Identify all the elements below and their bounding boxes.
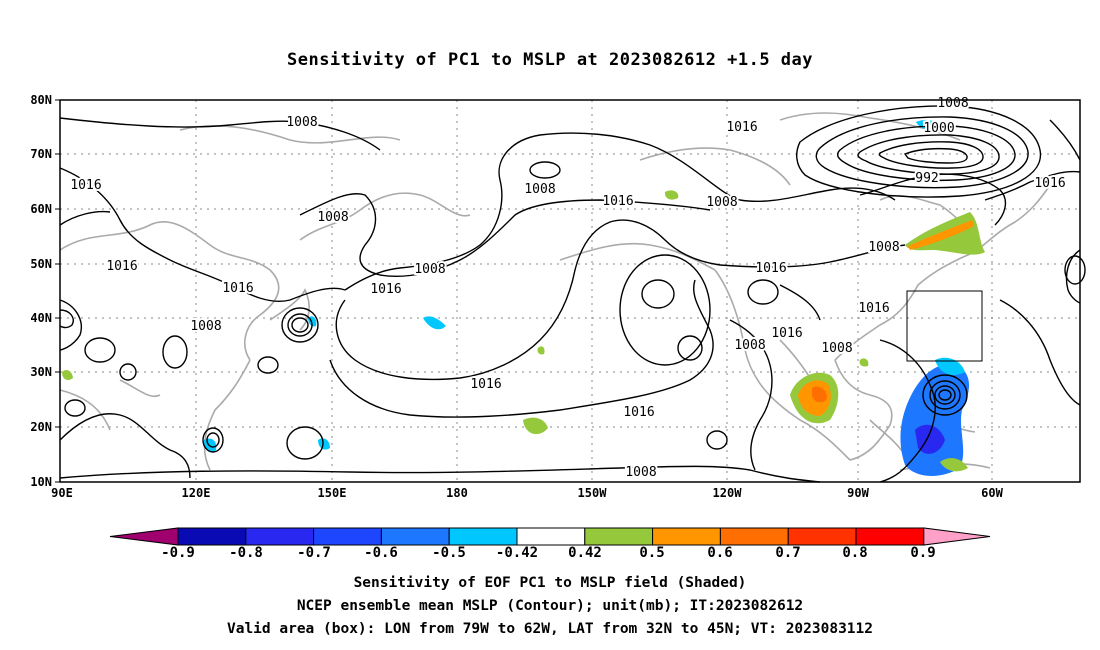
colorbar-label: -0.5 — [432, 545, 466, 561]
lon-label: 120E — [182, 486, 211, 500]
contour-label: 1008 — [734, 338, 765, 353]
contour-label: 1016 — [106, 259, 137, 274]
caption-line-2: NCEP ensemble mean MSLP (Contour); unit(… — [296, 598, 804, 614]
contour-label-gulf: 1016 — [771, 326, 802, 341]
caption-line-1: Sensitivity of EOF PC1 to MSLP field (Sh… — [353, 575, 747, 591]
map-frame — [59, 99, 1081, 483]
lon-labels: 90E 120E 150E 180 150W 120W 90W 60W — [51, 486, 1003, 500]
contour-label: 1008 — [414, 262, 445, 277]
colorbar-label: 0.8 — [842, 545, 867, 561]
contour-label: 1016 — [370, 282, 401, 297]
contour-label: 1016 — [1034, 176, 1065, 191]
colorbar-label: 0.7 — [775, 545, 800, 561]
lon-label: 180 — [446, 486, 468, 500]
contour-label: 1008 — [706, 195, 737, 210]
contour-label: 1008 — [625, 465, 656, 480]
contour-label: 1016 — [623, 405, 654, 420]
colorbar-swatch — [516, 527, 586, 546]
lat-label: 60N — [30, 202, 52, 216]
lat-label: 20N — [30, 420, 52, 434]
lon-label: 150W — [578, 486, 608, 500]
contour-label: 1016 — [70, 178, 101, 193]
contour-label: 1016 — [858, 301, 889, 316]
contour-label: 1016 — [602, 194, 633, 209]
lat-label: 30N — [30, 365, 52, 379]
colorbar-label: 0.5 — [639, 545, 664, 561]
contour-label-top: 1008 — [937, 96, 968, 111]
colorbar-swatch — [923, 527, 991, 546]
lon-label: 90E — [51, 486, 73, 500]
tick-marks — [55, 99, 60, 483]
colorbar — [109, 527, 991, 546]
contour-label: 1016 — [470, 377, 501, 392]
colorbar-swatch — [177, 527, 247, 546]
shaded-sensitivity — [62, 119, 985, 476]
map-title: Sensitivity of PC1 to MSLP at 2023082612… — [286, 50, 813, 70]
colorbar-swatch — [584, 527, 654, 546]
colorbar-swatch — [719, 527, 789, 546]
colorbar-swatch — [448, 527, 518, 546]
contour-label: 1016 — [726, 120, 757, 135]
lat-labels: 80N 70N 60N 50N 40N 30N 20N 10N — [30, 93, 52, 489]
contour-label: 1008 — [286, 115, 317, 130]
colorbar-swatch — [855, 527, 925, 546]
contour-label: 1008 — [524, 182, 555, 197]
contour-label: 1016 — [755, 261, 786, 276]
colorbar-swatch — [787, 527, 857, 546]
contour-label: 1008 — [868, 240, 899, 255]
lon-label: 90W — [847, 486, 869, 500]
mslp-contours — [59, 105, 1081, 483]
contour-label: 1008 — [821, 341, 852, 356]
colorbar-swatch — [313, 527, 382, 546]
lat-label: 10N — [30, 475, 52, 489]
colorbar-label: 0.9 — [910, 545, 935, 561]
contour-label: 1000 — [923, 121, 954, 136]
lon-label: 150E — [318, 486, 347, 500]
contour-label: 1008 — [317, 210, 348, 225]
contour-labels: 1008 1016 1008 1016 1016 1008 1008 1016 … — [68, 113, 1067, 482]
colorbar-swatch — [380, 527, 450, 546]
lon-label: 60W — [981, 486, 1003, 500]
colorbar-label: 0.6 — [707, 545, 732, 561]
colorbar-labels: -0.9 -0.8 -0.7 -0.6 -0.5 -0.42 0.42 0.5 … — [161, 545, 936, 561]
colorbar-label: -0.7 — [297, 545, 331, 561]
contour-label: 1016 — [222, 281, 253, 296]
lon-label: 120W — [713, 486, 743, 500]
contour-label: 1008 — [190, 319, 221, 334]
lat-label: 40N — [30, 311, 52, 325]
colorbar-swatch — [245, 527, 315, 546]
contour-label: 992 — [915, 171, 938, 186]
colorbar-label: -0.6 — [364, 545, 398, 561]
colorbar-label: 0.42 — [568, 545, 602, 561]
valid-area-box — [906, 290, 983, 362]
lat-label: 50N — [30, 257, 52, 271]
lat-label: 70N — [30, 147, 52, 161]
colorbar-label: -0.9 — [161, 545, 195, 561]
closed-contours — [64, 161, 1086, 460]
colorbar-label: -0.42 — [496, 545, 538, 561]
colorbar-label: -0.8 — [229, 545, 263, 561]
colorbar-swatch — [109, 527, 179, 546]
colorbar-swatch — [652, 527, 721, 546]
caption-line-3: Valid area (box): LON from 79W to 62W, L… — [226, 621, 873, 637]
lat-label: 80N — [30, 93, 52, 107]
